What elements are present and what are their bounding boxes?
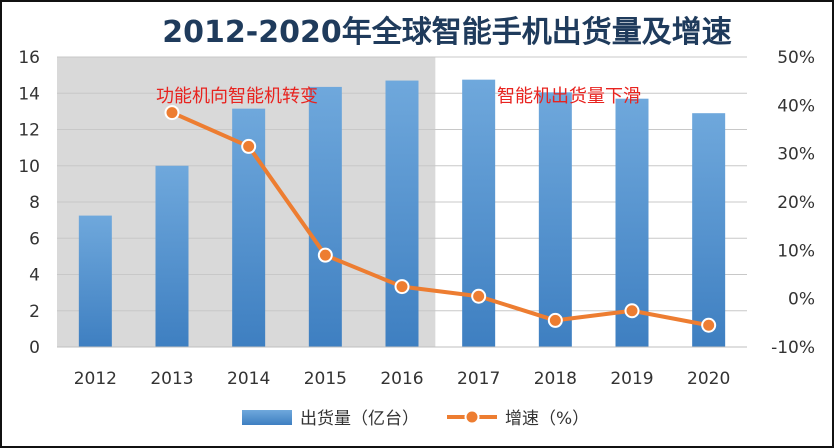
y-right-tick-label: 0% — [788, 290, 815, 310]
x-tick-label: 2017 — [457, 369, 500, 389]
y-right-tick-label: 20% — [777, 193, 815, 213]
y-left-tick-label: 16 — [18, 48, 40, 68]
growth-point-2013 — [164, 105, 180, 121]
growth-line — [170, 110, 711, 328]
x-tick-label: 2015 — [304, 369, 347, 389]
growth-point-2017 — [471, 288, 487, 304]
chart-title: 2012-2020年全球智能手机出货量及增速 — [162, 15, 731, 50]
y-left-tick-label: 0 — [29, 338, 40, 358]
growth-point-2020 — [701, 317, 717, 333]
x-tick-label: 2012 — [74, 369, 117, 389]
y-left-tick-label: 14 — [18, 84, 40, 104]
x-tick-label: 2013 — [150, 369, 193, 389]
y-left-tick-label: 12 — [18, 121, 40, 141]
bar-2013 — [155, 165, 189, 347]
growth-point-2018 — [547, 312, 563, 328]
y-right-tick-label: -10% — [771, 338, 815, 358]
y-left-tick-label: 6 — [29, 229, 40, 249]
legend-line-marker — [464, 409, 480, 425]
growth-point-2015 — [317, 247, 333, 263]
x-tick-label: 2016 — [380, 369, 423, 389]
y-left-tick-label: 10 — [18, 157, 40, 177]
bar-2016 — [385, 80, 419, 347]
legend-bar-swatch — [242, 410, 292, 425]
y-left-tick-label: 2 — [29, 302, 40, 322]
y-right-tick-label: 10% — [777, 241, 815, 261]
x-tick-label: 2014 — [227, 369, 270, 389]
annotation-1: 功能机向智能机转变 — [156, 86, 318, 107]
growth-point-2014 — [241, 138, 257, 154]
y-right-tick-label: 40% — [777, 96, 815, 116]
y-left-tick-label: 8 — [29, 193, 40, 213]
legend-line-label: 增速（%） — [505, 409, 589, 429]
legend-bar-label: 出货量（亿台） — [300, 409, 419, 429]
x-tick-label: 2018 — [534, 369, 577, 389]
bar-2015 — [308, 86, 342, 347]
x-tick-label: 2020 — [687, 369, 730, 389]
y-left-tick-label: 4 — [29, 266, 40, 286]
bar-2018 — [538, 92, 572, 347]
annotation-2: 智能机出货量下滑 — [497, 86, 641, 107]
bar-2020 — [692, 113, 726, 347]
y-right-tick-label: 50% — [777, 48, 815, 68]
bar-2017 — [462, 79, 496, 347]
x-tick-label: 2019 — [610, 369, 653, 389]
bar-2012 — [78, 215, 112, 347]
growth-point-2016 — [394, 279, 410, 295]
y-right-tick-label: 30% — [777, 145, 815, 165]
growth-point-2019 — [624, 303, 640, 319]
